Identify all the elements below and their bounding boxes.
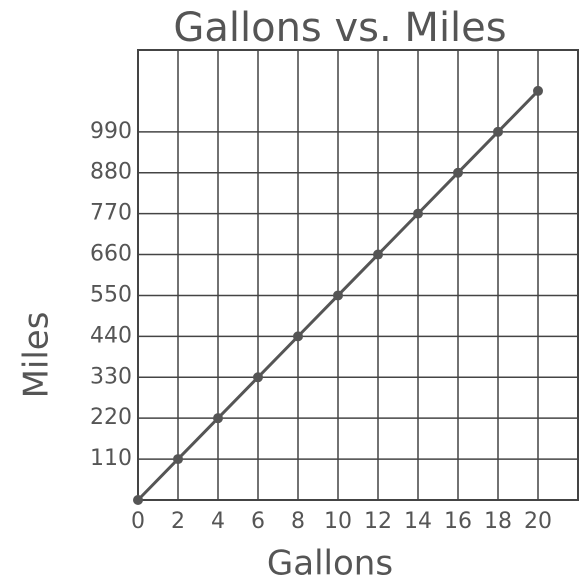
chart-title: Gallons vs. Miles — [173, 5, 506, 51]
y-tick-label: 330 — [90, 364, 132, 389]
y-tick-label: 110 — [90, 446, 132, 471]
x-tick-label: 4 — [211, 509, 225, 534]
y-tick-label: 770 — [90, 201, 132, 226]
data-point — [413, 208, 423, 219]
y-tick-label: 440 — [90, 323, 132, 348]
x-tick-label: 14 — [404, 509, 432, 534]
data-point — [173, 454, 183, 465]
x-axis-label: Gallons — [267, 544, 393, 584]
y-tick-label: 220 — [90, 405, 132, 430]
x-tick-label: 12 — [364, 509, 392, 534]
data-point — [213, 413, 223, 424]
data-point — [133, 495, 143, 505]
y-tick-label: 660 — [90, 242, 132, 267]
data-point — [493, 126, 503, 137]
y-axis-label: Miles — [17, 312, 57, 399]
x-tick-label: 2 — [171, 509, 185, 534]
x-tick-label: 16 — [444, 509, 472, 534]
y-tick-label: 990 — [90, 119, 132, 144]
y-tick-label: 550 — [90, 282, 132, 307]
x-tick-label: 0 — [131, 509, 145, 534]
data-point — [293, 331, 303, 342]
x-tick-label: 10 — [324, 509, 352, 534]
data-point — [333, 290, 343, 301]
x-tick-label: 20 — [524, 509, 552, 534]
x-tick-label: 18 — [484, 509, 512, 534]
data-point — [453, 167, 463, 178]
data-point — [373, 249, 383, 260]
data-point — [253, 372, 263, 383]
x-tick-label: 8 — [291, 509, 305, 534]
x-tick-label: 6 — [251, 509, 265, 534]
data-point — [533, 85, 543, 96]
y-tick-label: 880 — [90, 160, 132, 185]
